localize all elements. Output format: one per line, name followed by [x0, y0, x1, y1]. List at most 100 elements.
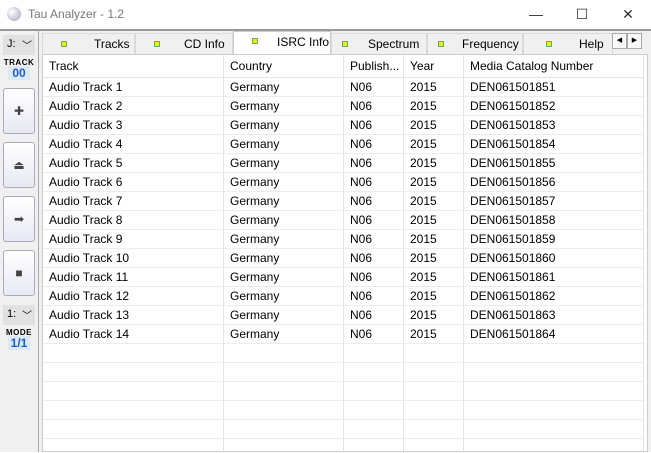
table-cell: DEN061501862 — [470, 289, 556, 303]
table-row[interactable]: Audio Track 9 Germany N06 2015 DEN061501859 — [43, 230, 644, 249]
isrc-table: Track Country Publish... Year Media Catalog … — [42, 54, 648, 453]
tab-scroll-right-button[interactable]: ▶ — [627, 33, 642, 49]
table-cell: DEN061501853 — [470, 118, 556, 132]
table-cell: 2015 — [410, 80, 437, 94]
table-cell: 2015 — [410, 232, 437, 246]
close-button[interactable]: ✕ — [622, 6, 634, 22]
table-cell: 2015 — [410, 327, 437, 341]
table-cell: Germany — [230, 175, 280, 189]
tab-label: Tracks — [94, 37, 130, 51]
table-cell: Audio Track 5 — [49, 156, 123, 170]
table-row[interactable]: Audio Track 11 Germany N06 2015 DEN061501861 — [43, 268, 644, 287]
table-cell: DEN061501861 — [470, 270, 556, 284]
column-header[interactable]: Year — [410, 59, 435, 73]
table-cell: N06 — [350, 175, 373, 189]
column-header[interactable]: Publish... — [350, 59, 400, 73]
table-row[interactable]: Audio Track 1 Germany N06 2015 DEN061501851 — [43, 78, 644, 97]
table-cell: DEN061501855 — [470, 156, 556, 170]
maximize-button[interactable]: ☐ — [575, 6, 589, 22]
indicator-icon — [154, 41, 160, 47]
table-cell: 2015 — [410, 175, 437, 189]
table-cell: DEN061501863 — [470, 308, 556, 322]
column-divider — [224, 55, 344, 453]
column-header[interactable]: Track — [49, 59, 79, 73]
drive-value: J: — [7, 38, 16, 50]
table-cell: N06 — [350, 270, 373, 284]
tab-tracks[interactable]: Tracks — [42, 33, 135, 54]
table-cell: Audio Track 11 — [49, 270, 129, 284]
table-cell: Germany — [230, 156, 280, 170]
chevron-down-icon: ﹀ — [22, 41, 32, 52]
tab-help[interactable]: Help — [523, 33, 613, 54]
tab-label: Help — [579, 37, 604, 51]
table-row[interactable]: Audio Track 10 Germany N06 2015 DEN061501860 — [43, 249, 644, 268]
column-divider — [404, 55, 464, 453]
empty-row — [43, 401, 644, 420]
table-cell: Germany — [230, 270, 280, 284]
table-row[interactable]: Audio Track 2 Germany N06 2015 DEN061501852 — [43, 97, 644, 116]
tab-bar: Tracks CD Info ISRC Info Spectrum Freque… — [42, 31, 648, 55]
table-row[interactable]: Audio Track 3 Germany N06 2015 DEN061501853 — [43, 116, 644, 135]
table-cell: Germany — [230, 232, 280, 246]
table-row[interactable]: Audio Track 8 Germany N06 2015 DEN061501858 — [43, 211, 644, 230]
table-cell: N06 — [350, 213, 373, 227]
table-cell: N06 — [350, 156, 373, 170]
title-bar: Tau Analyzer - 1.2 — ☐ ✕ — [0, 0, 651, 29]
table-cell: Audio Track 2 — [49, 99, 123, 113]
table-cell: 2015 — [410, 251, 437, 265]
minimize-button[interactable]: — — [529, 6, 543, 22]
table-header: Track Country Publish... Year Media Catalog … — [43, 55, 644, 78]
mode-select[interactable]: 1: ﹀ — [3, 305, 35, 325]
table-row[interactable]: Audio Track 7 Germany N06 2015 DEN061501857 — [43, 192, 644, 211]
table-cell: Audio Track 6 — [49, 175, 123, 189]
table-cell: N06 — [350, 308, 373, 322]
mode-value: 1/1 — [8, 336, 30, 350]
column-header[interactable]: Country — [230, 59, 273, 73]
drive-select[interactable]: J: ﹀ — [3, 35, 35, 55]
add-button[interactable]: ✚ — [3, 88, 35, 134]
mode-label: MODE — [6, 328, 32, 337]
table-cell: 2015 — [410, 308, 437, 322]
table-cell: DEN061501860 — [470, 251, 556, 265]
empty-row — [43, 344, 644, 363]
tab-cd-info[interactable]: CD Info — [135, 33, 233, 54]
table-cell: Germany — [230, 327, 280, 341]
table-cell: 2015 — [410, 118, 437, 132]
tab-label: CD Info — [184, 37, 225, 51]
left-panel: J: ﹀ TRACK 00 ✚ ⏏ ➡ ■ 1: ﹀ MODE 1/1 — [0, 31, 39, 452]
tab-spectrum[interactable]: Spectrum — [331, 33, 427, 54]
table-row[interactable]: Audio Track 5 Germany N06 2015 DEN061501855 — [43, 154, 644, 173]
indicator-icon — [438, 41, 444, 47]
table-row[interactable]: Audio Track 4 Germany N06 2015 DEN061501854 — [43, 135, 644, 154]
arrow-right-icon: ➡ — [13, 212, 25, 226]
tab-label: ISRC Info — [277, 35, 330, 49]
mode-select-value: 1: — [7, 308, 17, 320]
table-cell: Audio Track 13 — [49, 308, 130, 322]
tab-label: Frequency — [462, 37, 519, 51]
table-cell: Audio Track 9 — [49, 232, 123, 246]
table-row[interactable]: Audio Track 6 Germany N06 2015 DEN061501856 — [43, 173, 644, 192]
column-header[interactable]: Media Catalog Number — [470, 59, 594, 73]
track-value: 00 — [8, 66, 30, 80]
track-label: TRACK — [3, 58, 35, 67]
table-cell: Germany — [230, 289, 280, 303]
stop-icon: ■ — [15, 266, 23, 280]
eject-button[interactable]: ⏏ — [3, 142, 35, 188]
table-row[interactable]: Audio Track 12 Germany N06 2015 DEN061501862 — [43, 287, 644, 306]
table-cell: Audio Track 3 — [49, 118, 123, 132]
table-cell: N06 — [350, 194, 373, 208]
table-row[interactable]: Audio Track 14 Germany N06 2015 DEN061501864 — [43, 325, 644, 344]
stop-button[interactable]: ■ — [3, 250, 35, 296]
table-row[interactable]: Audio Track 13 Germany N06 2015 DEN061501863 — [43, 306, 644, 325]
table-cell: DEN061501854 — [470, 137, 556, 151]
table-cell: 2015 — [410, 289, 437, 303]
table-cell: 2015 — [410, 194, 437, 208]
tab-label: Spectrum — [368, 37, 420, 51]
tab-isrc-info[interactable]: ISRC Info — [233, 31, 331, 55]
indicator-icon — [252, 38, 258, 44]
tab-scroll-left-button[interactable]: ◀ — [612, 33, 627, 49]
next-button[interactable]: ➡ — [3, 196, 35, 242]
tab-frequency[interactable]: Frequency — [427, 33, 523, 54]
table-cell: Germany — [230, 99, 280, 113]
table-cell: N06 — [350, 137, 373, 151]
